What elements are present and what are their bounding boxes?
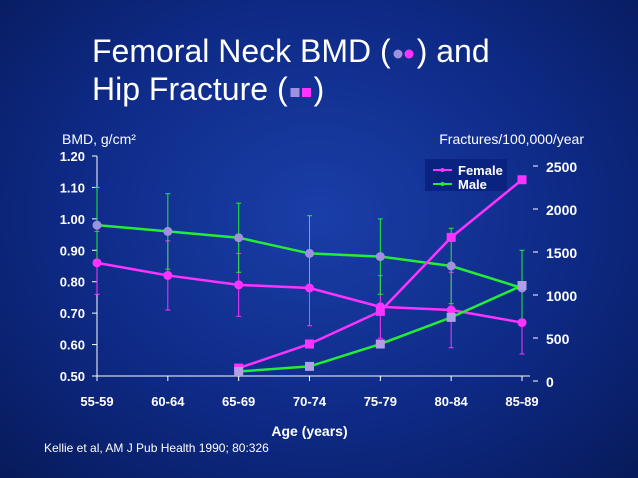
slide-title: Femoral Neck BMD ( ) and Hip Fracture () <box>92 32 490 108</box>
x-tick-label: 75-79 <box>364 394 397 409</box>
title-text-2a: Hip Fracture ( <box>92 71 288 107</box>
male-fractures-point <box>234 367 244 377</box>
female-bmd-point <box>517 318 527 328</box>
male-bmd-point <box>446 261 456 271</box>
female-fractures-point <box>305 339 314 349</box>
x-tick-label: 55-59 <box>80 394 113 409</box>
right-tick-label: 1500 <box>546 245 577 261</box>
male-bmd-point <box>92 220 102 230</box>
left-tick-label: 0.70 <box>60 306 85 321</box>
male-fractures-point <box>517 281 527 291</box>
female-fractures-point <box>446 232 456 242</box>
source-citation: Kellie et al, AM J Pub Health 1990; 80:3… <box>44 441 269 455</box>
left-tick-label: 1.10 <box>60 180 85 195</box>
male-fractures-point <box>375 339 385 349</box>
male-bmd-point <box>305 248 314 258</box>
legend-swatch-dot <box>440 182 445 186</box>
x-tick-label: 60-64 <box>151 394 185 409</box>
title-text-2b: ) <box>313 71 325 107</box>
female-bmd-point <box>234 280 244 290</box>
male-bmd-point <box>234 233 244 243</box>
title-text-1a: Femoral Neck BMD ( <box>92 33 391 69</box>
right-tick-label: 0 <box>546 374 554 390</box>
x-tick-label: 85-89 <box>505 394 538 409</box>
left-tick-label: 1.20 <box>60 149 85 164</box>
left-tick-label: 0.50 <box>60 369 85 384</box>
male-fractures-point <box>446 312 456 322</box>
left-axis-title: BMD, g/cm² <box>62 131 136 147</box>
title-text-1b: ) and <box>416 33 490 69</box>
male-fractures-point <box>305 361 314 371</box>
right-axis-title: Fractures/100,000/year <box>439 131 584 147</box>
left-tick-label: 0.60 <box>60 338 85 353</box>
series-markers <box>92 175 527 377</box>
bmd-marker-icon <box>393 49 414 59</box>
female-fractures-point <box>517 175 527 185</box>
left-tick-label: 0.80 <box>60 275 85 290</box>
legend-swatch-dot <box>440 168 445 172</box>
right-tick-label: 2000 <box>546 202 577 218</box>
legend-box <box>425 159 507 191</box>
fracture-marker-icon <box>290 87 311 97</box>
chart-axes: 0.50 0.60 0.70 0.80 0.90 1.00 1.10 1.20 0 500 1000… <box>60 149 578 439</box>
x-axis-title: Age (years) <box>271 423 347 439</box>
right-tick-label: 500 <box>546 331 570 347</box>
female-fractures-point <box>375 306 385 316</box>
title-line-1: Femoral Neck BMD ( ) and <box>92 32 490 70</box>
error-bars <box>94 186 525 355</box>
right-tick-label: 2500 <box>546 159 577 175</box>
left-tick-label: 0.90 <box>60 243 85 258</box>
female-bmd-point <box>446 305 456 315</box>
female-bmd-point <box>305 283 314 293</box>
right-tick-label: 1000 <box>546 288 577 304</box>
x-tick-label: 80-84 <box>435 394 469 409</box>
male-bmd-point <box>163 226 173 236</box>
male-bmd-point <box>375 252 385 262</box>
x-tick-label: 70-74 <box>293 394 327 409</box>
legend-label-male: Male <box>458 177 487 192</box>
legend-label-female: Female <box>458 163 503 178</box>
female-bmd-point <box>163 270 173 280</box>
title-line-2: Hip Fracture () <box>92 70 490 108</box>
female-bmd-point <box>92 258 102 268</box>
left-tick-label: 1.00 <box>60 212 85 227</box>
x-tick-label: 65-69 <box>222 394 255 409</box>
